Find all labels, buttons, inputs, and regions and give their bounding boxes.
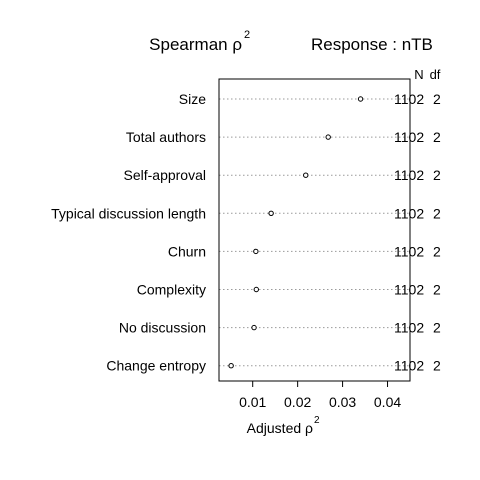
data-point: [303, 172, 309, 178]
row-df-value: 2: [433, 320, 441, 336]
x-axis-label-superscript: 2: [314, 415, 320, 426]
row-df-value: 2: [433, 358, 441, 374]
row-label: Change entropy: [106, 358, 206, 374]
row-df-value: 2: [433, 167, 441, 183]
x-tick-label: 0.02: [284, 394, 311, 410]
chart-row: Churn 1102 2: [168, 243, 441, 259]
row-n-value: 1102: [394, 358, 424, 374]
data-point: [228, 363, 234, 369]
row-n-value: 1102: [394, 167, 424, 183]
row-df-value: 2: [433, 91, 441, 107]
x-tick-label: 0.04: [374, 394, 401, 410]
row-n-value: 1102: [394, 243, 424, 259]
row-df-value: 2: [433, 243, 441, 259]
data-point: [357, 96, 364, 102]
data-point: [325, 134, 331, 140]
row-label: Size: [179, 91, 206, 107]
data-point: [251, 324, 257, 331]
data-point: [253, 248, 259, 255]
x-tick-label: 0.01: [239, 394, 266, 410]
row-n-value: 1102: [394, 129, 424, 145]
column-header-n: N: [414, 67, 423, 82]
row-label: Self-approval: [124, 167, 207, 183]
chart-row: Typical discussion length 1102 2: [51, 205, 441, 221]
response-label: Response : nTB: [311, 35, 433, 54]
row-n-value: 1102: [394, 282, 424, 298]
chart-title: Spearman ρ: [149, 35, 242, 54]
row-label: No discussion: [119, 320, 206, 336]
chart-row: No discussion 1102 2: [119, 320, 441, 336]
row-label: Complexity: [137, 282, 206, 298]
row-n-value: 1102: [394, 320, 424, 336]
row-label: Typical discussion length: [51, 205, 206, 221]
plot-frame: [218, 78, 411, 382]
x-tick-label: 0.03: [329, 394, 356, 410]
chart-title-superscript: 2: [244, 29, 250, 41]
data-point: [268, 210, 274, 217]
chart-row: Total authors 1102 2: [126, 129, 441, 145]
row-n-value: 1102: [394, 205, 424, 221]
chart-row: Change entropy 1102 2: [106, 358, 441, 374]
row-df-value: 2: [433, 129, 441, 145]
column-header-df: df: [430, 67, 441, 82]
row-label: Total authors: [126, 129, 206, 145]
x-axis-label: Adjusted ρ: [247, 420, 313, 436]
row-df-value: 2: [433, 282, 441, 298]
chart-row: Self-approval 1102 2: [124, 167, 442, 183]
row-n-value: 1102: [394, 91, 424, 107]
x-axis: 0.01 0.02 0.03 0.04: [239, 380, 401, 410]
data-point: [253, 286, 260, 293]
chart-row: Complexity 1102 2: [137, 282, 441, 298]
chart-row: Size 1102 2: [179, 91, 441, 107]
row-label: Churn: [168, 243, 206, 259]
row-df-value: 2: [433, 205, 441, 221]
